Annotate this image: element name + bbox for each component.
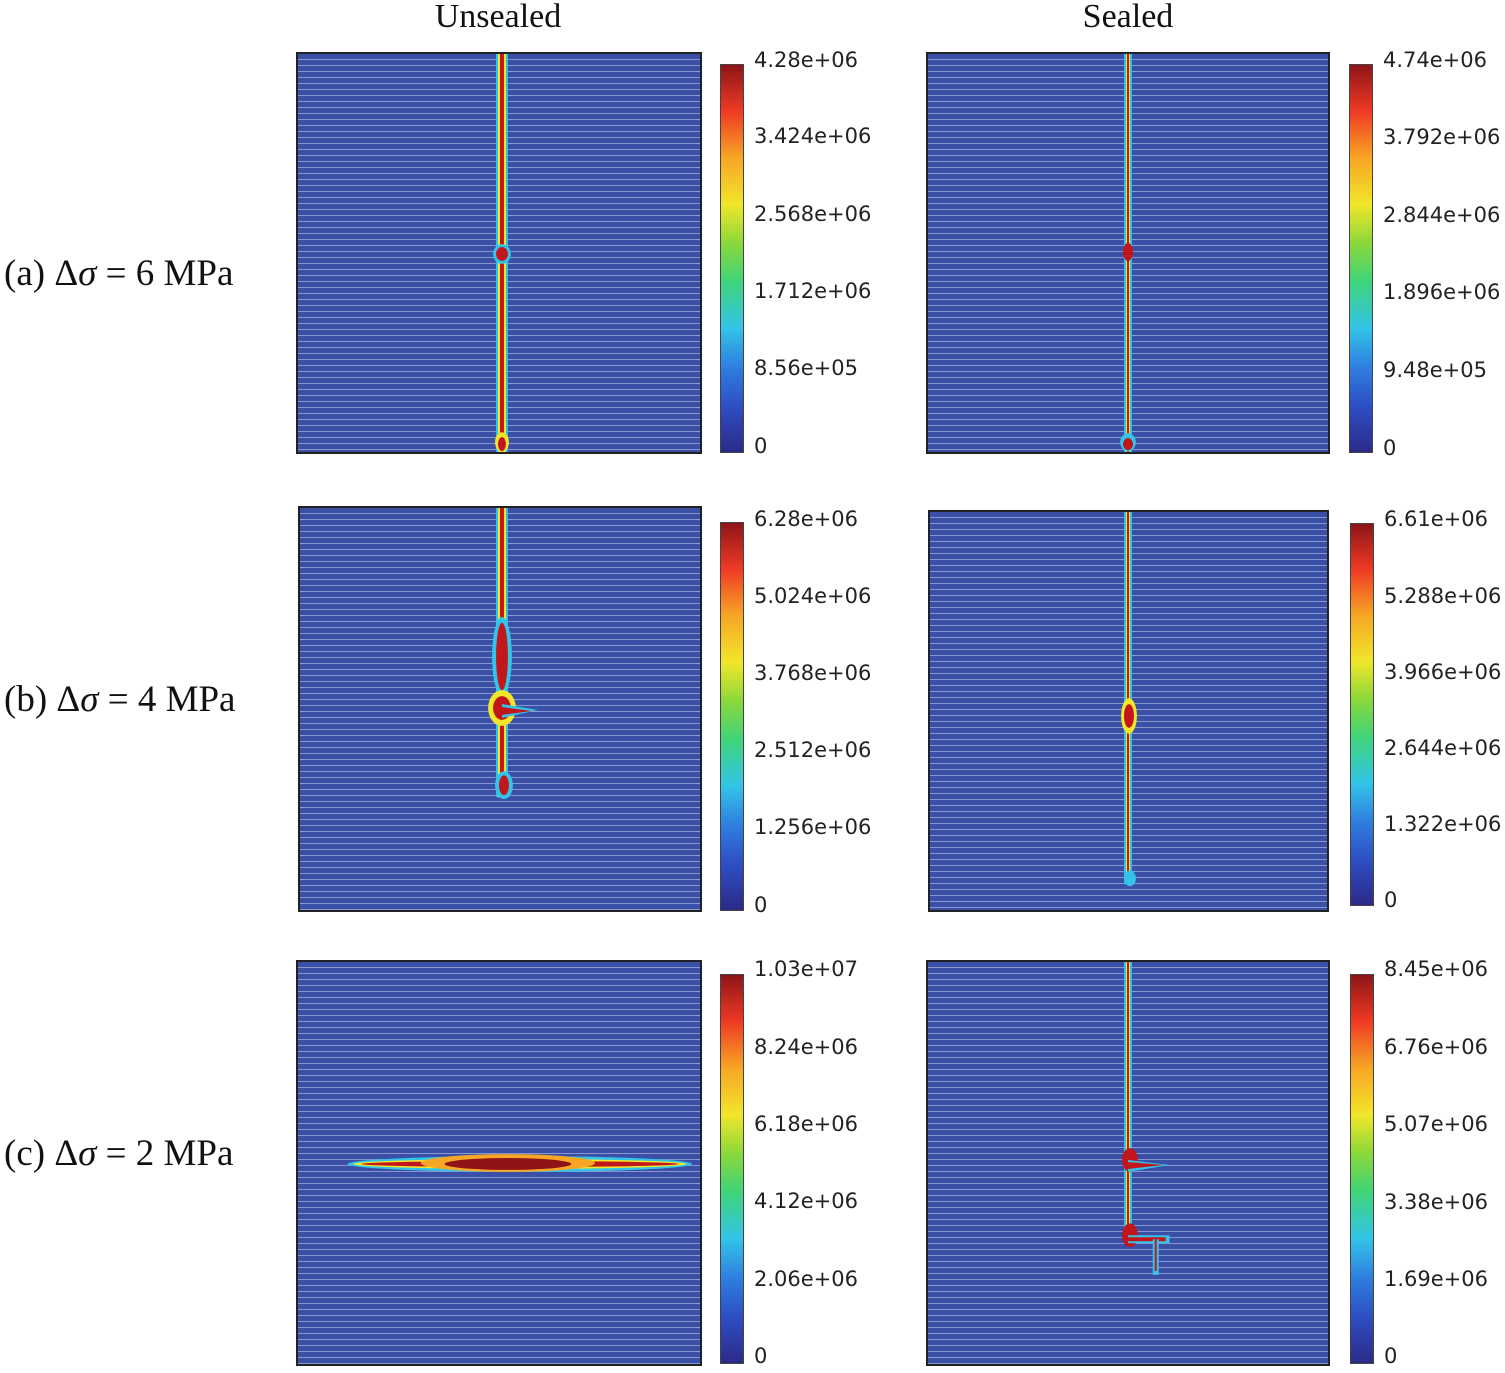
colorbar-b-unsealed <box>720 522 744 911</box>
row-label-a: (a) Δσ = 6 MPa <box>4 253 234 294</box>
column-title-unsealed: Unsealed <box>434 0 562 35</box>
colorbar-a-sealed <box>1349 64 1373 453</box>
tick-label: 3.38e+06 <box>1384 1190 1488 1214</box>
tick-label: 0 <box>1383 436 1397 460</box>
contour-panel-a-unsealed <box>296 52 702 454</box>
tick-label: 0 <box>1384 1344 1398 1368</box>
tick-label: 4.74e+06 <box>1383 48 1487 72</box>
tick-label: 3.424e+06 <box>754 124 872 148</box>
tick-label: 1.03e+07 <box>754 957 858 981</box>
contour-panel-c-unsealed <box>296 960 702 1366</box>
fracture-path-a-unsealed <box>493 54 511 452</box>
tick-label: 8.24e+06 <box>754 1035 858 1059</box>
colorbar-c-unsealed <box>720 974 744 1364</box>
tick-label: 2.512e+06 <box>754 738 872 762</box>
tick-label: 0 <box>754 434 768 458</box>
row-label-c: (c) Δσ = 2 MPa <box>4 1133 234 1174</box>
fracture-path-c-unsealed <box>347 1154 693 1172</box>
tick-label: 6.61e+06 <box>1384 507 1488 531</box>
tick-label: 0 <box>754 1344 768 1368</box>
tick-label: 0 <box>1384 888 1398 912</box>
tick-label: 3.792e+06 <box>1383 125 1501 149</box>
contour-panel-b-sealed <box>928 510 1329 912</box>
fracture-path-b-unsealed <box>488 508 538 800</box>
tick-label: 5.07e+06 <box>1384 1112 1488 1136</box>
tick-label: 8.56e+05 <box>754 356 858 380</box>
tick-label: 6.18e+06 <box>754 1112 858 1136</box>
tick-label: 0 <box>754 893 768 917</box>
tick-label: 1.69e+06 <box>1384 1267 1488 1291</box>
tick-label: 2.844e+06 <box>1383 203 1501 227</box>
tick-label: 3.768e+06 <box>754 661 872 685</box>
colorbar-c-sealed <box>1350 974 1374 1364</box>
fracture-path-b-sealed <box>1121 512 1137 887</box>
tick-label: 5.024e+06 <box>754 584 872 608</box>
tick-label: 6.28e+06 <box>754 507 858 531</box>
column-title-sealed: Sealed <box>1082 0 1174 35</box>
tick-label: 3.966e+06 <box>1384 660 1502 684</box>
tick-label: 2.06e+06 <box>754 1267 858 1291</box>
row-label-b: (b) Δσ = 4 MPa <box>4 679 236 720</box>
tick-label: 5.288e+06 <box>1384 584 1502 608</box>
fracture-path-a-sealed <box>1120 54 1136 452</box>
fracture-path-c-sealed <box>1122 962 1170 1275</box>
tick-label: 6.76e+06 <box>1384 1035 1488 1059</box>
contour-panel-b-unsealed <box>298 506 702 912</box>
tick-label: 1.896e+06 <box>1383 280 1501 304</box>
colorbar-a-unsealed <box>720 64 744 453</box>
tick-label: 2.568e+06 <box>754 202 872 226</box>
tick-label: 1.256e+06 <box>754 815 872 839</box>
tick-label: 1.322e+06 <box>1384 812 1502 836</box>
tick-label: 2.644e+06 <box>1384 736 1502 760</box>
tick-label: 8.45e+06 <box>1384 957 1488 981</box>
contour-panel-a-sealed <box>926 52 1330 454</box>
colorbar-b-sealed <box>1350 523 1374 906</box>
tick-label: 4.12e+06 <box>754 1189 858 1213</box>
tick-label: 1.712e+06 <box>754 279 872 303</box>
tick-label: 9.48e+05 <box>1383 358 1487 382</box>
contour-panel-c-sealed <box>926 960 1330 1366</box>
tick-label: 4.28e+06 <box>754 48 858 72</box>
